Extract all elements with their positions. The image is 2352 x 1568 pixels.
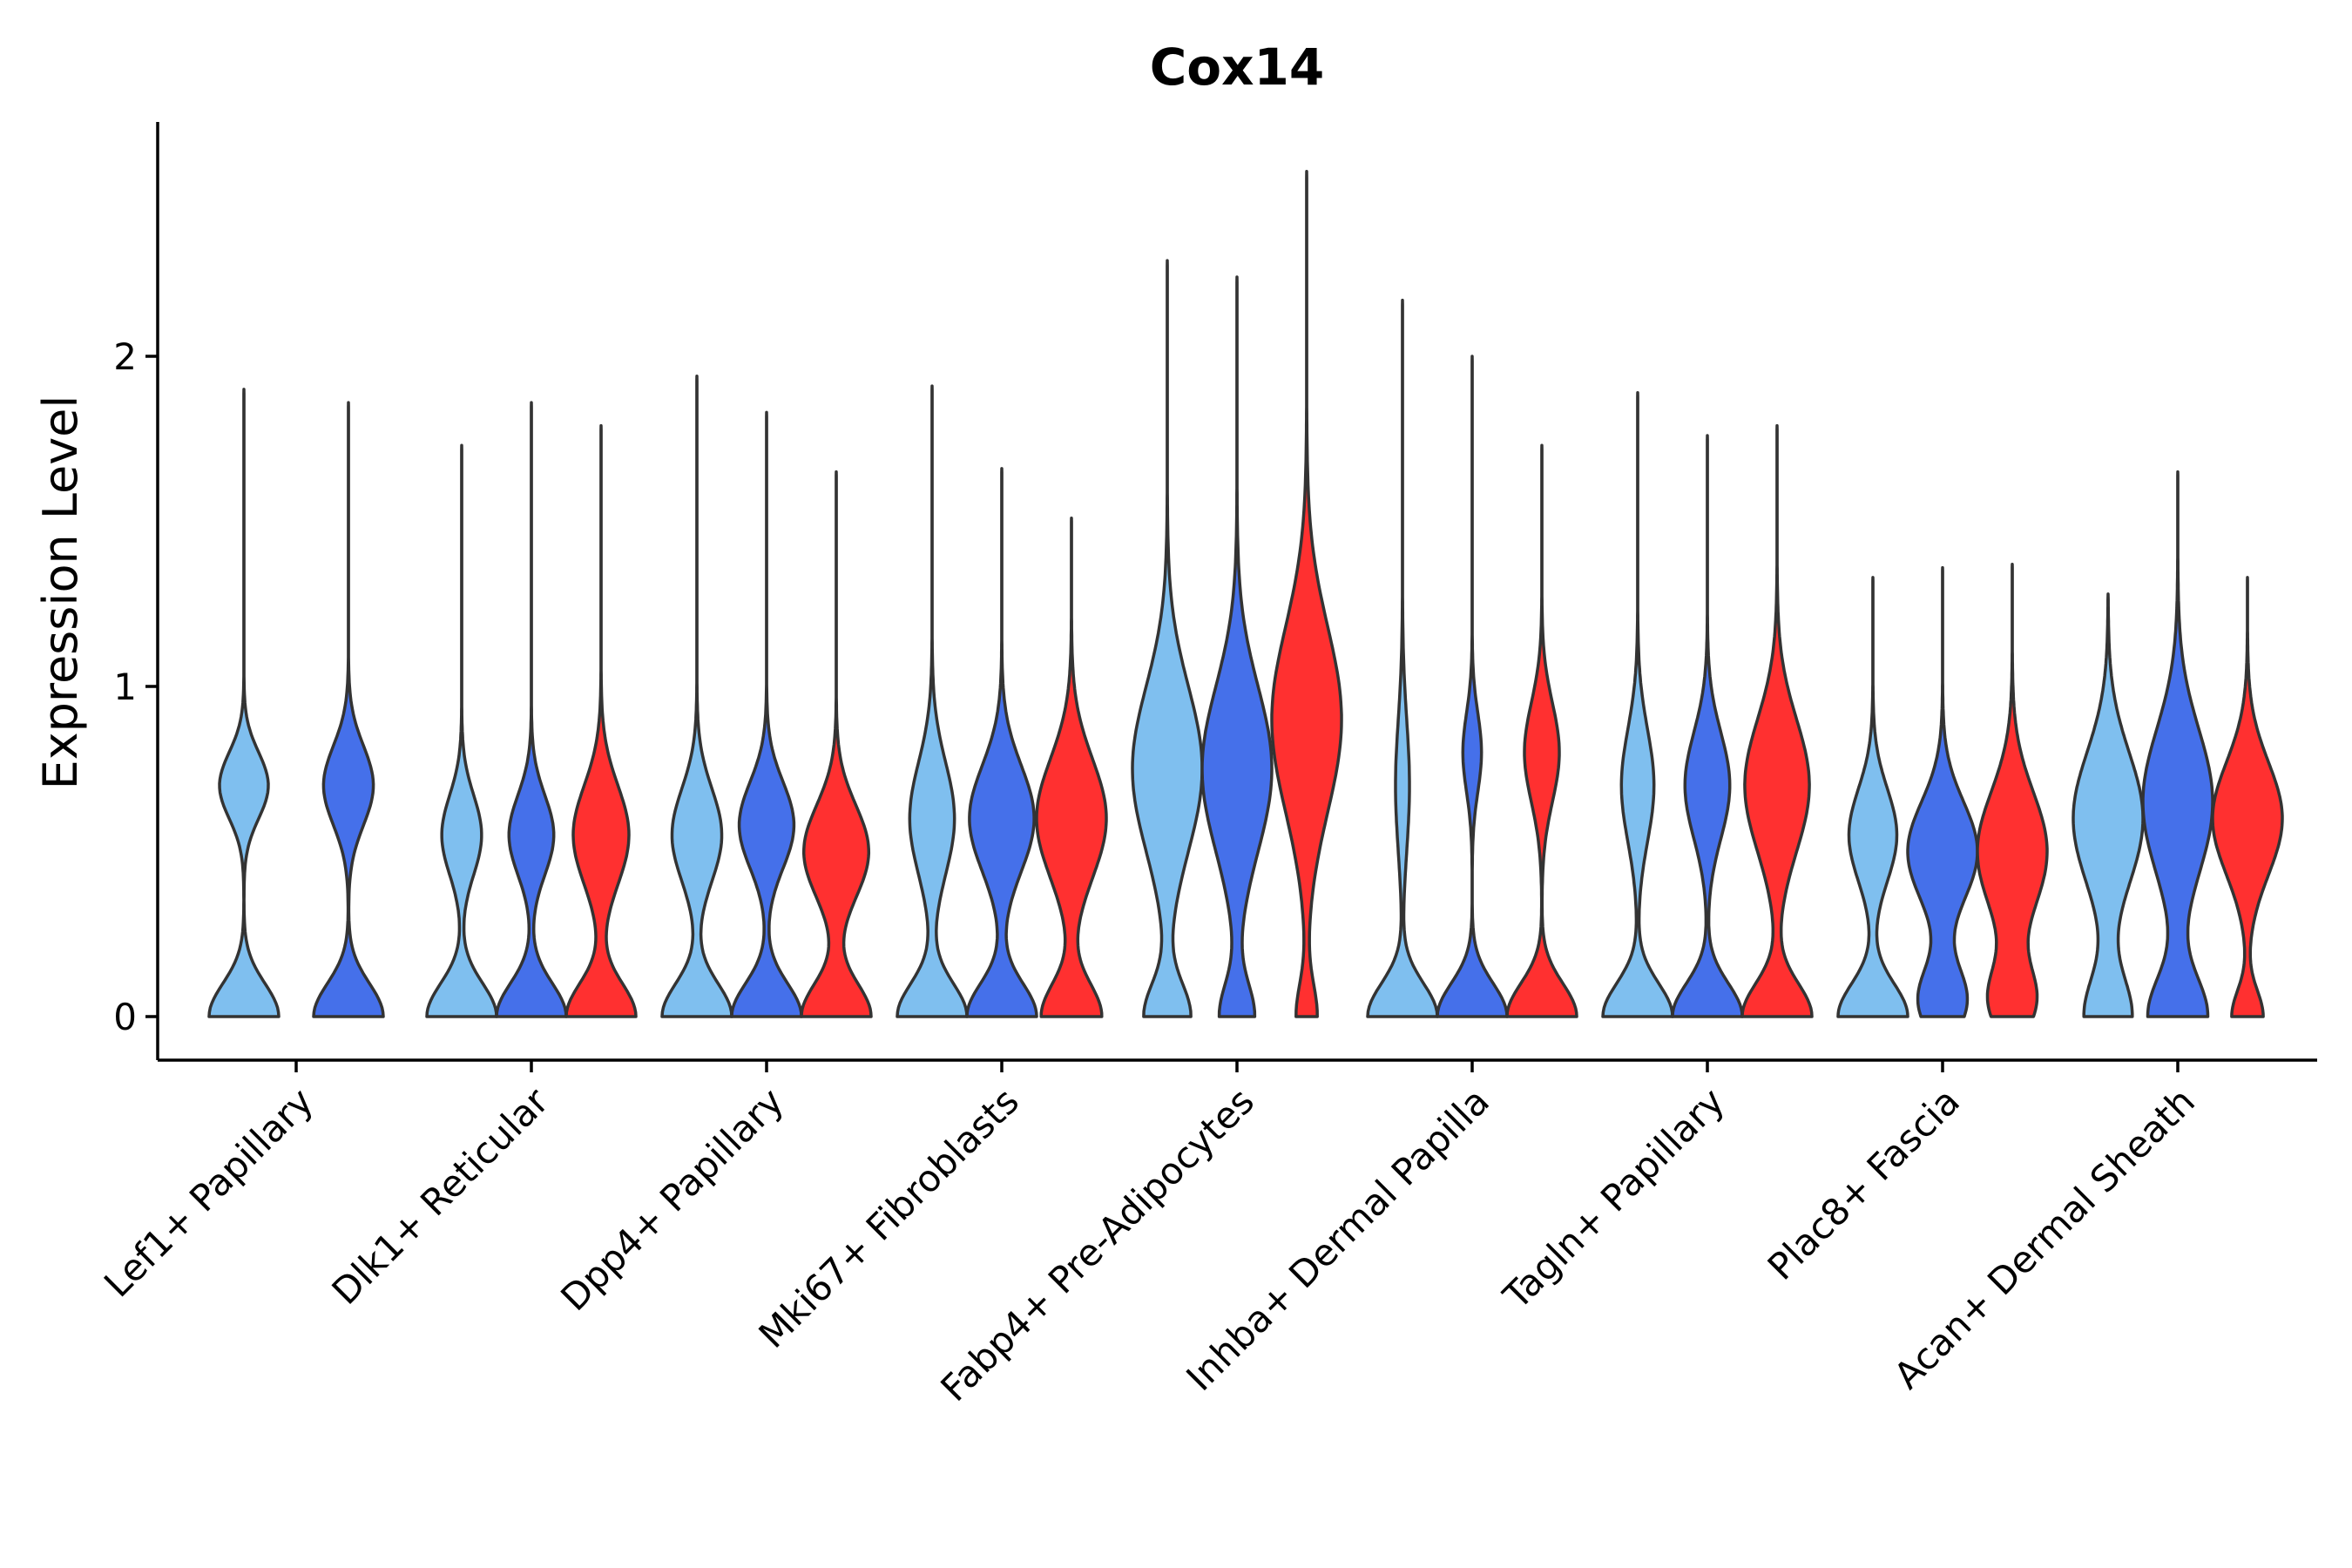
x-tick-label: Mki67+ Fibroblasts <box>751 1079 1027 1355</box>
violin-group3 <box>1035 516 1108 1018</box>
violin-group2 <box>965 467 1038 1018</box>
violin-group2 <box>2141 470 2214 1018</box>
y-axis-label: Expression Level <box>33 395 88 790</box>
violin-group1 <box>2072 592 2145 1018</box>
violin-group2 <box>1671 434 1744 1018</box>
chart-title: Cox14 <box>1150 37 1325 97</box>
x-tick-label: Lef1+ Papillary <box>96 1079 321 1305</box>
y-tick-label: 0 <box>113 996 137 1038</box>
y-tick-label: 1 <box>113 666 137 708</box>
violin-group3 <box>2211 576 2284 1018</box>
y-tick-label: 2 <box>113 335 137 378</box>
violin-group1 <box>207 388 280 1018</box>
violin-group3 <box>1505 443 1578 1018</box>
x-tick-label: Plac8+ Fascia <box>1760 1079 1968 1288</box>
violin-group3 <box>564 423 638 1018</box>
violin-group3 <box>1270 170 1343 1018</box>
violin-group1 <box>660 374 733 1018</box>
violin-group3 <box>1740 423 1814 1018</box>
violin-group3 <box>1976 563 2049 1018</box>
violin-group1 <box>1836 576 1909 1018</box>
violin-group2 <box>1906 565 1979 1018</box>
x-tick-label: Tagln+ Papillary <box>1495 1079 1733 1317</box>
violin-group2 <box>1200 275 1274 1018</box>
violin-group3 <box>800 470 873 1018</box>
violin-group2 <box>495 401 568 1018</box>
violin-group1 <box>1601 390 1674 1018</box>
violin-group1 <box>896 384 969 1018</box>
violin-group2 <box>312 401 385 1018</box>
violin-group1 <box>1131 259 1204 1018</box>
x-tick-label: Dlk1+ Reticular <box>324 1079 558 1313</box>
violin-group2 <box>730 410 803 1018</box>
violin-group1 <box>1366 298 1439 1018</box>
x-tick-label: Dpp4+ Papillary <box>552 1079 792 1319</box>
violin-group1 <box>425 443 498 1018</box>
violin-group2 <box>1436 355 1509 1018</box>
